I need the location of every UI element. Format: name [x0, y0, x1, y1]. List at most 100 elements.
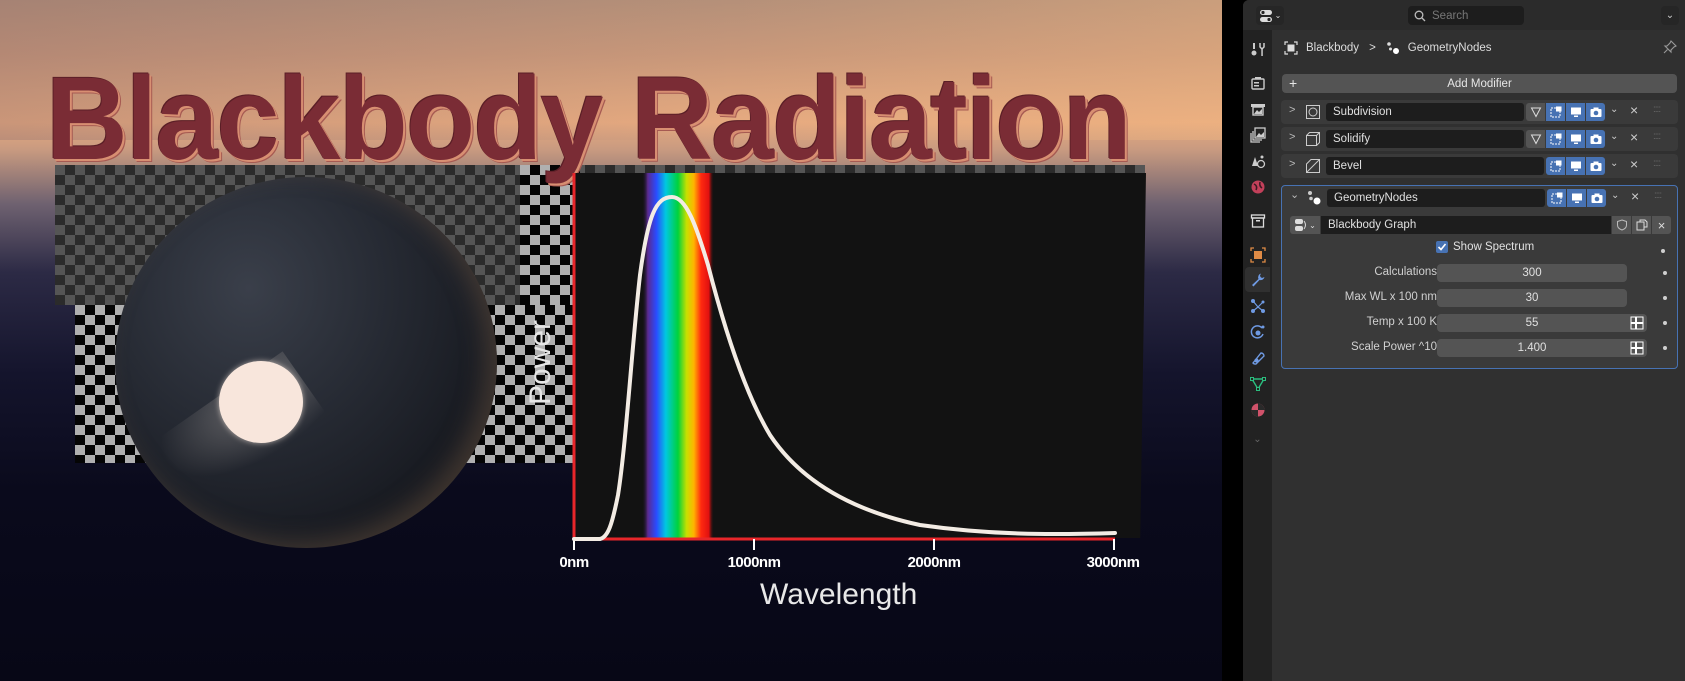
tab-render[interactable]: [1245, 70, 1270, 95]
drag-handle[interactable]: ::::: [1654, 190, 1662, 201]
viewport-toggle[interactable]: [1566, 130, 1585, 148]
render-toggle[interactable]: [1587, 189, 1606, 207]
remove-modifier-button[interactable]: ×: [1630, 156, 1639, 172]
show-spectrum-checkbox[interactable]: Show Spectrum: [1436, 241, 1534, 253]
checkbox[interactable]: [1436, 241, 1448, 253]
drag-handle[interactable]: ::::: [1653, 158, 1661, 169]
drag-handle[interactable]: ::::: [1653, 104, 1661, 115]
modifier-name-field[interactable]: Subdivision: [1326, 103, 1524, 121]
modifier-subdivision[interactable]: > Subdivision ⌄ × ::::: [1281, 100, 1678, 124]
input-label: Max WL x 100 nm: [1344, 291, 1437, 303]
max-wl-field[interactable]: 30: [1437, 289, 1627, 307]
search-input[interactable]: Search: [1408, 6, 1524, 25]
sun-disk: [219, 361, 303, 443]
options-dropdown[interactable]: ⌄: [1661, 6, 1679, 25]
render-toggle[interactable]: [1586, 130, 1605, 148]
tabs-more[interactable]: ⌄: [1245, 427, 1270, 452]
render-toggle[interactable]: [1586, 157, 1605, 175]
remove-modifier-button[interactable]: ×: [1630, 102, 1639, 118]
tab-view-layer[interactable]: [1245, 122, 1270, 147]
chevron-right-icon[interactable]: >: [1289, 131, 1296, 143]
modifier-solidify[interactable]: > Solidify ⌄ × ::::: [1281, 127, 1678, 151]
monitor-icon: [1570, 134, 1581, 144]
keyframe-dot[interactable]: [1663, 296, 1667, 300]
y-axis-label: Power: [524, 319, 557, 405]
chevron-right-icon[interactable]: >: [1289, 158, 1296, 170]
browse-node-group-button[interactable]: ⌄: [1290, 216, 1320, 234]
tab-constraints[interactable]: [1245, 345, 1270, 370]
keyframe-dot[interactable]: [1661, 249, 1665, 253]
chevron-down-icon[interactable]: ⌄: [1290, 189, 1300, 201]
remove-modifier-button[interactable]: ×: [1631, 188, 1640, 204]
vertex-triangle-icon: [1530, 107, 1541, 118]
remove-modifier-button[interactable]: ×: [1630, 129, 1639, 145]
close-icon: ×: [1657, 217, 1666, 233]
edit-mode-toggle[interactable]: [1546, 130, 1565, 148]
unlink-node-group-button[interactable]: ×: [1652, 216, 1671, 234]
tab-tool[interactable]: [1245, 36, 1270, 61]
modifier-menu-chevron[interactable]: ⌄: [1610, 158, 1619, 169]
editor-type-button[interactable]: ⌄: [1256, 6, 1284, 25]
scene-title-3d-text: Blackbody Radiation: [46, 53, 1132, 185]
chevron-right-icon[interactable]: >: [1289, 104, 1296, 116]
edit-mode-toggle[interactable]: [1546, 157, 1565, 175]
node-tree-icon: [1295, 219, 1307, 231]
tab-data[interactable]: [1245, 371, 1270, 396]
tab-modifiers[interactable]: [1245, 267, 1270, 292]
attribute-toggle[interactable]: [1627, 339, 1647, 357]
tab-physics[interactable]: [1245, 319, 1270, 344]
modifier-menu-chevron[interactable]: ⌄: [1610, 104, 1619, 115]
scale-power-field[interactable]: 1.400: [1437, 339, 1627, 357]
modifier-name-field[interactable]: Bevel: [1326, 157, 1544, 175]
blackbody-sphere: [115, 177, 497, 548]
modifier-menu-chevron[interactable]: ⌄: [1610, 131, 1619, 142]
edit-cage-toggle[interactable]: [1526, 130, 1545, 148]
edit-mode-icon: [1550, 160, 1561, 172]
properties-editor: ⌄ Search ⌄: [1243, 0, 1685, 681]
tab-world[interactable]: [1245, 174, 1270, 199]
keyframe-dot[interactable]: [1663, 321, 1667, 325]
modifier-name-field[interactable]: Solidify: [1326, 130, 1524, 148]
fake-user-button[interactable]: [1612, 216, 1631, 234]
area-separator[interactable]: [1222, 0, 1243, 681]
attribute-toggle[interactable]: [1627, 314, 1647, 332]
edit-cage-toggle[interactable]: [1526, 103, 1545, 121]
world-icon: [1251, 180, 1264, 193]
edit-mode-toggle[interactable]: [1546, 103, 1565, 121]
scene-icon: [1251, 155, 1265, 168]
properties-tabs: ⌄: [1243, 30, 1272, 681]
viewport-toggle[interactable]: [1566, 103, 1585, 121]
temp-field[interactable]: 55: [1437, 314, 1627, 332]
tab-particles[interactable]: [1245, 293, 1270, 318]
edit-mode-toggle[interactable]: [1547, 189, 1566, 207]
pin-icon[interactable]: [1663, 40, 1677, 54]
input-calculations: Calculations 300: [1282, 263, 1679, 283]
chevron-down-icon: ⌄: [1253, 434, 1262, 445]
calculations-field[interactable]: 300: [1437, 264, 1627, 282]
tab-material[interactable]: [1245, 397, 1270, 422]
modifier-menu-chevron[interactable]: ⌄: [1611, 190, 1620, 201]
keyframe-dot[interactable]: [1663, 346, 1667, 350]
tab-scene[interactable]: [1245, 148, 1270, 173]
input-temp: Temp x 100 K 55: [1282, 313, 1679, 333]
modifier-geometry-nodes[interactable]: ⌄ GeometryNodes ⌄ × :::: ⌄ Blackbody Gra…: [1281, 185, 1678, 369]
plus-icon: +: [1289, 75, 1298, 91]
viewport-toggle[interactable]: [1567, 189, 1586, 207]
modifier-bevel[interactable]: > Bevel ⌄ × ::::: [1281, 154, 1678, 178]
edit-mode-icon: [1551, 192, 1562, 204]
3d-viewport[interactable]: Blackbody Radiation: [0, 0, 1222, 681]
tab-object[interactable]: [1245, 242, 1270, 267]
render-toggle[interactable]: [1586, 103, 1605, 121]
tab-collection[interactable]: [1245, 208, 1270, 233]
node-group-name-field[interactable]: Blackbody Graph: [1321, 216, 1611, 234]
tab-output[interactable]: [1245, 96, 1270, 121]
output-icon: [1250, 103, 1265, 116]
modifier-name-field[interactable]: GeometryNodes: [1327, 189, 1545, 207]
add-modifier-button[interactable]: + Add Modifier: [1282, 74, 1677, 93]
viewport-toggle[interactable]: [1566, 157, 1585, 175]
x-tick-1000: 1000nm: [727, 554, 781, 571]
drag-handle[interactable]: ::::: [1653, 131, 1661, 142]
duplicate-node-group-button[interactable]: [1632, 216, 1651, 234]
collection-icon: [1250, 213, 1265, 228]
keyframe-dot[interactable]: [1663, 271, 1667, 275]
